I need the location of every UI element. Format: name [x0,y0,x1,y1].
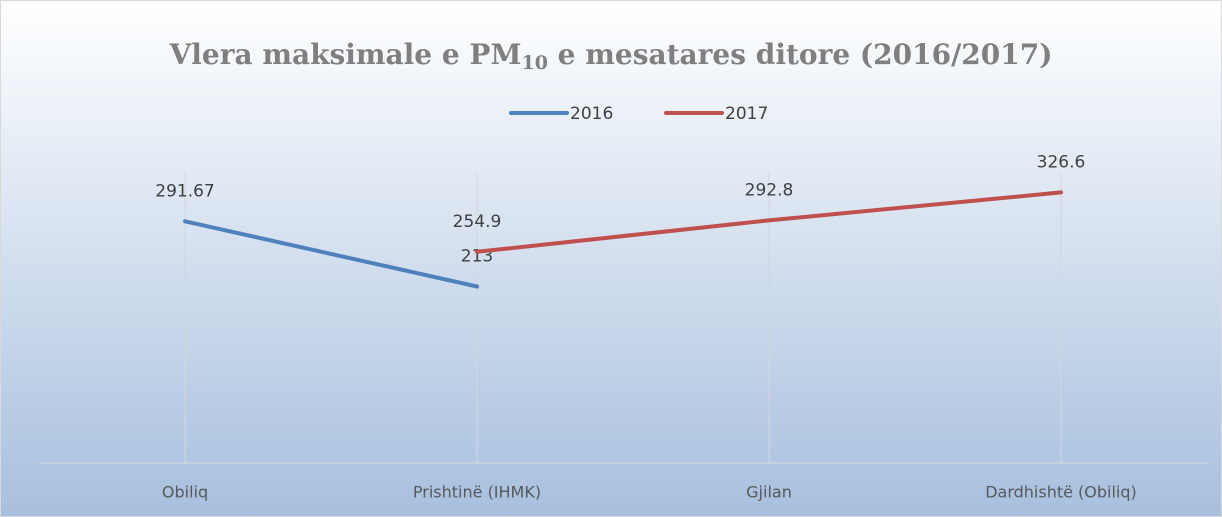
legend-label: 2016 [570,104,613,124]
series-line [183,219,479,289]
title-subscript: 10 [521,52,547,74]
title-part: e mesatares ditore (2016/2017) [548,38,1053,71]
series-line [475,190,1063,254]
x-tick-label: Obiliq [162,483,208,502]
data-label: 292.8 [745,180,794,200]
data-label: 326.6 [1037,152,1086,172]
data-label: 291.67 [155,181,214,201]
x-tick-label: Prishtinë (IHMK) [413,483,541,502]
chart-title: Vlera maksimale e PM10 e mesatares ditor… [169,38,1053,75]
title-part: Vlera maksimale e PM [169,38,522,71]
x-tick-label: Dardhishtë (Obiliq) [985,483,1137,502]
x-tick-label: Gjilan [746,483,792,502]
legend-label: 2017 [725,104,768,124]
data-label: 254.9 [453,212,502,232]
